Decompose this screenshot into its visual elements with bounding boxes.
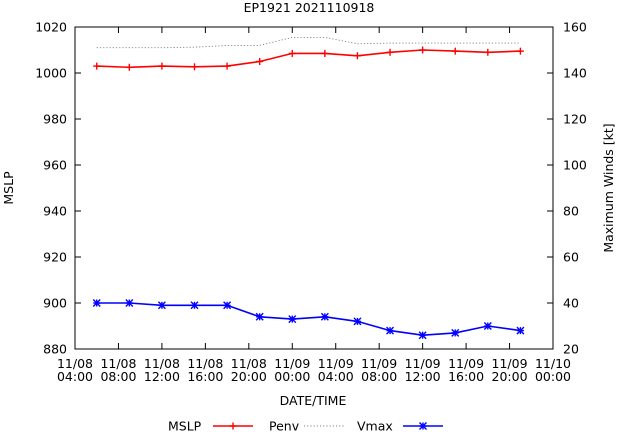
x-tick-label: 11/09 12:00 — [405, 356, 441, 384]
x-tick-label: 11/08 20:00 — [231, 356, 267, 384]
legend-label-vmax: Vmax — [357, 419, 393, 432]
vmax-point — [516, 326, 525, 335]
vmax-series-line — [96, 302, 521, 337]
penv-point — [93, 62, 101, 70]
vmax-point — [190, 301, 199, 310]
legend-label-mslp: MSLP — [168, 419, 202, 432]
penv-point — [223, 62, 231, 70]
x-tick-label: 11/09 16:00 — [448, 356, 484, 384]
penv-point — [386, 48, 394, 56]
x-tick-label: 11/09 04:00 — [318, 356, 354, 384]
legend: MSLP Penv Vmax — [168, 419, 443, 432]
series-layer — [92, 36, 525, 340]
penv-point — [353, 52, 361, 60]
penv-point — [321, 49, 329, 57]
penv-point — [158, 62, 166, 70]
x-tick-label: 11/08 16:00 — [187, 356, 223, 384]
vmax-point — [255, 312, 264, 321]
vmax-point — [223, 301, 232, 310]
vmax-point — [386, 326, 395, 335]
env-pressure-series-line — [96, 36, 521, 49]
y-tick-label-right: 60 — [563, 250, 579, 265]
x-tick-label: 11/08 04:00 — [57, 356, 93, 384]
penv-point — [451, 47, 459, 55]
y-tick-label-right: 80 — [563, 204, 579, 219]
penv-point — [419, 46, 427, 54]
y-tick-label-left: 920 — [43, 250, 67, 265]
plot-frame — [74, 26, 554, 350]
vmax-point — [157, 301, 166, 310]
right-axis: 20 40 60 80 100 120 140 160 — [547, 20, 587, 357]
y-tick-label-right: 100 — [563, 158, 587, 173]
penv-point — [125, 63, 133, 71]
legend-label-penv: Penv — [269, 419, 300, 432]
penv-point — [288, 49, 296, 57]
y-tick-label-right: 40 — [563, 296, 579, 311]
y-tick-label-left: 900 — [43, 296, 67, 311]
y-axis-label-left: MSLP — [1, 171, 16, 205]
legend-marker-mslp — [229, 422, 237, 430]
y-tick-label-right: 160 — [563, 20, 587, 35]
penv-point — [191, 63, 198, 71]
vmax-point — [288, 315, 297, 324]
y-tick-label-left: 980 — [43, 112, 67, 127]
y-tick-label-left: 880 — [43, 342, 67, 357]
vmax-point — [320, 312, 329, 321]
chart-title: EP1921 2021110918 — [244, 0, 375, 15]
vmax-point — [483, 322, 492, 330]
vmax-point — [125, 299, 134, 307]
x-tick-label: 11/08 12:00 — [144, 356, 180, 384]
penv-point — [484, 48, 492, 56]
penv-point — [516, 47, 524, 55]
vmax-point — [353, 317, 362, 326]
y-tick-label-left: 960 — [43, 158, 67, 173]
left-axis: 880 900 920 940 960 980 1000 1020 — [35, 20, 81, 357]
x-tick-label: 11/09 08:00 — [361, 356, 397, 384]
x-tick-label: 11/10 00:00 — [535, 356, 571, 384]
x-axis-label: DATE/TIME — [280, 393, 347, 408]
vmax-point — [418, 331, 427, 340]
y-axis-label-right: Maximum Winds [kt] — [601, 123, 616, 252]
legend-marker-vmax — [419, 422, 427, 430]
y-tick-label-right: 120 — [563, 112, 587, 127]
y-tick-label-right: 140 — [563, 66, 587, 81]
y-tick-label-left: 940 — [43, 204, 67, 219]
vmax-point — [451, 328, 460, 337]
vmax-point — [92, 299, 101, 307]
x-tick-label: 11/09 00:00 — [274, 356, 310, 384]
penv-series-line — [96, 49, 521, 69]
y-tick-label-left: 1000 — [35, 66, 67, 81]
y-tick-label-left: 1020 — [35, 20, 67, 35]
penv-point — [256, 58, 264, 65]
x-tick-label: 11/09 20:00 — [492, 356, 528, 384]
y-tick-label-right: 20 — [563, 342, 579, 357]
x-tick-label: 11/08 08:00 — [100, 356, 136, 384]
